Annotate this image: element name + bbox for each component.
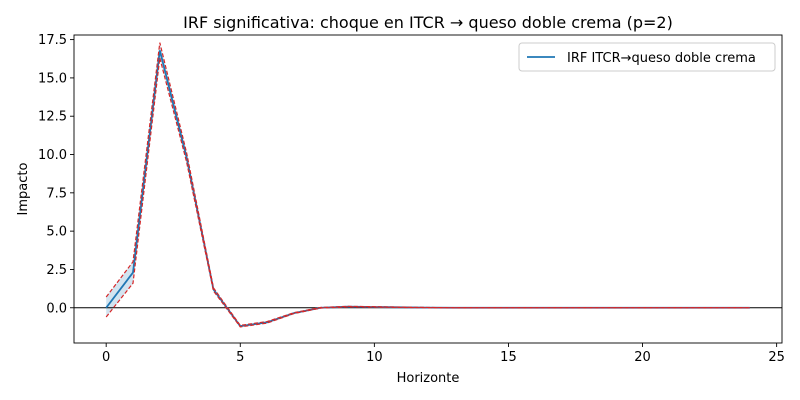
plot-area — [74, 42, 782, 328]
y-tick-label: 17.5 — [38, 33, 67, 48]
y-tick-label: 12.5 — [38, 110, 67, 125]
ci-upper-line — [105, 42, 750, 327]
x-tick-label: 5 — [236, 350, 244, 365]
chart-title: IRF significativa: choque en ITCR → ques… — [183, 13, 673, 32]
x-tick-label: 25 — [768, 350, 785, 365]
x-tick-label: 0 — [102, 350, 110, 365]
y-axis-label: Impacto — [16, 163, 31, 216]
axes: 0 5 10 15 20 25 0.0 2.5 5.0 7.5 10.0 12.5 15.0 17.5 — [38, 33, 785, 365]
irf-line — [105, 50, 750, 328]
ci-band — [106, 42, 750, 327]
ci-lower-line — [105, 57, 750, 328]
legend: IRF ITCR→queso doble crema — [518, 42, 776, 72]
y-tick-label: 5.0 — [46, 225, 67, 240]
y-tick-label: 7.5 — [46, 186, 67, 201]
y-tick-label: 10.0 — [38, 148, 67, 163]
x-tick-label: 15 — [500, 350, 517, 365]
x-axis-label: Horizonte — [397, 371, 460, 386]
legend-entry-irf: IRF ITCR→queso doble crema — [567, 51, 756, 66]
axes-frame — [73, 34, 783, 344]
x-tick-label: 20 — [634, 350, 651, 365]
legend-box — [518, 42, 776, 72]
y-tick-label: 15.0 — [38, 71, 67, 86]
x-tick-label: 10 — [366, 350, 383, 365]
y-tick-label: 0.0 — [46, 301, 67, 316]
y-tick-label: 2.5 — [46, 263, 67, 278]
